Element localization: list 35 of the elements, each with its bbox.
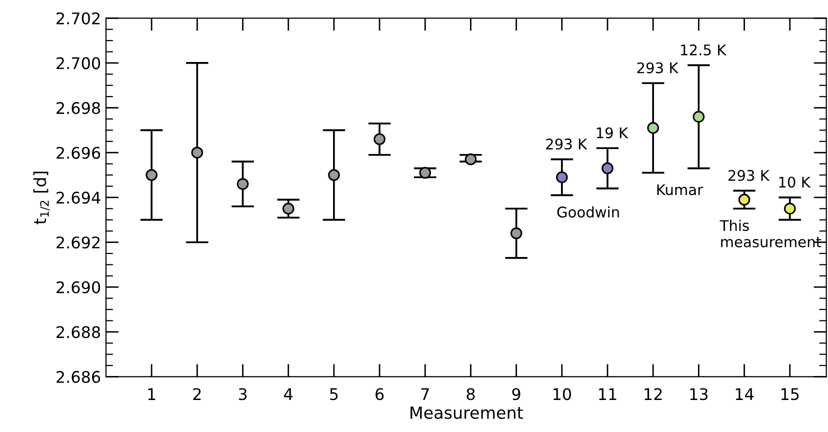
x-tick-label: 2 [193, 388, 201, 400]
x-tick-label: 4 [284, 388, 293, 400]
annotation: 293 K [728, 170, 770, 181]
y-tick-label: 2.696 [56, 146, 100, 159]
x-tick-label: 15 [781, 388, 799, 400]
y-tick-label: 2.702 [56, 12, 100, 24]
x-tick-label: 5 [330, 388, 338, 400]
annotation: 12.5 K [681, 44, 726, 56]
annotation: 293 K [637, 62, 679, 74]
y-tick-label: 2.690 [56, 281, 100, 294]
x-tick-label: 7 [421, 388, 429, 400]
annotation: This measurement [720, 220, 822, 248]
y-tick-label: 2.700 [56, 57, 100, 70]
x-tick-label: 13 [690, 388, 708, 400]
x-tick-label: 6 [376, 388, 384, 400]
x-tick-label: 14 [736, 388, 754, 400]
x-tick-label: 3 [238, 388, 247, 400]
annotation: Kumar [657, 184, 704, 196]
x-tick-label: 12 [644, 388, 662, 400]
annotation: 293 K [546, 138, 588, 150]
annotation: Goodwin [557, 206, 619, 218]
y-tick-label: 2.686 [56, 370, 100, 383]
y-tick-label: 2.694 [56, 192, 100, 204]
x-tick-label: 9 [512, 388, 520, 400]
y-axis-title: t$_{1/2}$ [d] [33, 172, 50, 224]
annotation: 19 K [596, 127, 628, 138]
y-tick-label: 2.698 [56, 102, 100, 114]
x-tick-label: 8 [466, 388, 475, 400]
x-tick-label: 10 [554, 388, 572, 400]
y-tick-label: 2.692 [56, 236, 100, 249]
y-tick-label: 2.688 [56, 326, 100, 338]
annotation: 10 K [779, 176, 811, 188]
x-axis-title: Measurement [410, 406, 523, 419]
x-tick-label: 11 [599, 388, 616, 400]
x-tick-label: 1 [148, 388, 156, 400]
